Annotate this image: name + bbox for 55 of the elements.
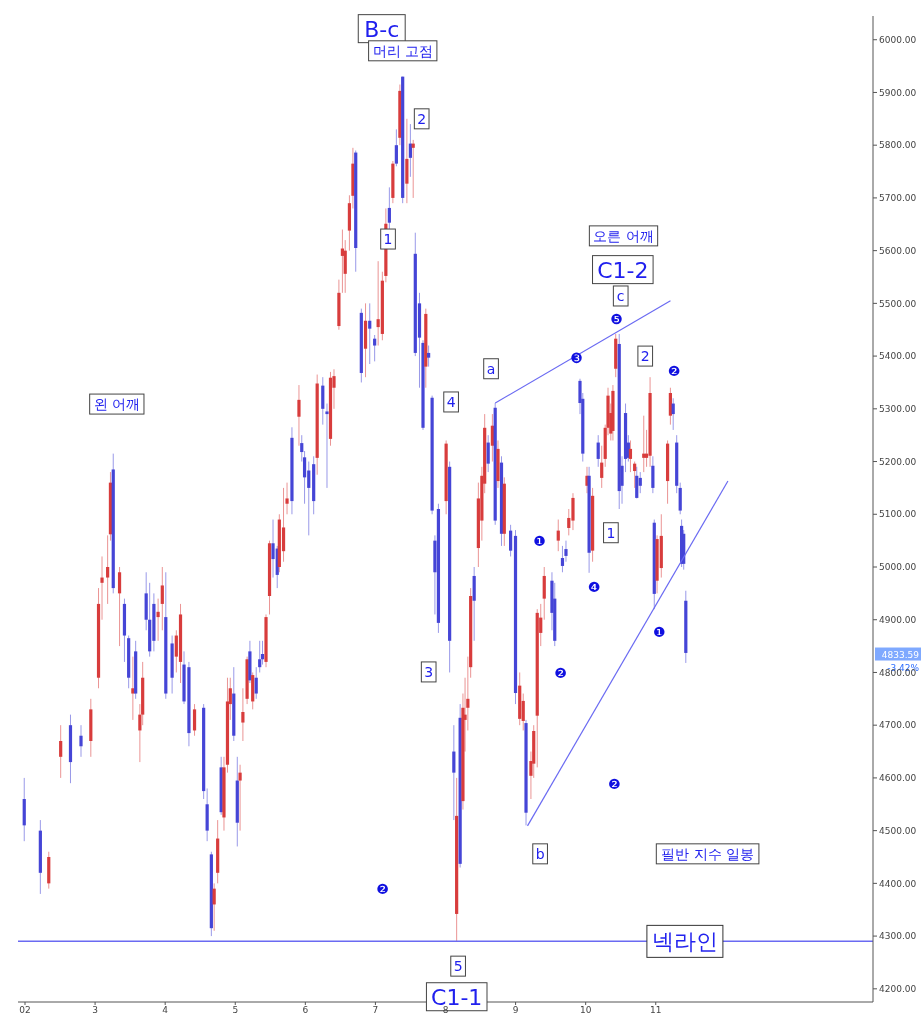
x-tick-label: 11 xyxy=(650,1005,662,1016)
annotation: B-c xyxy=(364,16,400,42)
annotation: 1 xyxy=(606,524,616,541)
y-tick-label: 4300.00 xyxy=(879,931,917,942)
annotation: ❷ xyxy=(554,664,567,681)
x-tick-label: 02 xyxy=(19,1005,31,1016)
text: 4833.59 xyxy=(881,649,920,660)
annotation: c xyxy=(616,288,625,305)
annotation: ❸ xyxy=(570,349,583,366)
annotation: ❶ xyxy=(533,532,546,549)
annotation: ❷ xyxy=(667,362,681,379)
annotation: 2 xyxy=(640,348,650,365)
annotation: a xyxy=(486,360,496,377)
annotation: b xyxy=(535,845,545,862)
x-tick-label: 5 xyxy=(232,1005,239,1016)
y-tick-label: 4200.00 xyxy=(879,984,917,995)
annotation: ❺ xyxy=(610,310,623,327)
y-tick-label: 5800.00 xyxy=(879,140,917,151)
annotation: ❶ xyxy=(652,623,666,640)
y-tick-label: 5500.00 xyxy=(879,298,917,309)
x-tick-label: 7 xyxy=(372,1005,379,1016)
y-tick-label: 5900.00 xyxy=(879,87,917,98)
ref-line-label: 넥라인 xyxy=(651,929,718,955)
y-tick-label: 5200.00 xyxy=(879,456,917,467)
annotation: 5 xyxy=(453,958,463,975)
annotation: C1-2 xyxy=(597,257,649,283)
annotation: 머리 고점 xyxy=(372,42,433,59)
annotation: 오른 어깨 xyxy=(593,227,654,244)
annotation: 3 xyxy=(424,663,434,680)
y-tick-label: 4700.00 xyxy=(879,720,917,731)
y-tick-label: 6000.00 xyxy=(879,34,917,45)
x-tick-label: 4 xyxy=(162,1005,169,1016)
y-tick-label: 4900.00 xyxy=(879,614,917,625)
y-tick-label: 5400.00 xyxy=(879,351,917,362)
annotation: ❷ xyxy=(376,881,389,898)
y-tick-label: 4500.00 xyxy=(879,825,917,836)
x-tick-label: 6 xyxy=(302,1005,309,1016)
annotation: ❷ xyxy=(608,775,621,792)
y-tick-label: 5300.00 xyxy=(879,404,917,415)
annotation: 4 xyxy=(446,394,456,410)
annotation: 2 xyxy=(417,110,427,127)
annotation: ❹ xyxy=(587,579,601,596)
x-tick-label: 8 xyxy=(442,1005,449,1016)
x-tick-label: 10 xyxy=(579,1005,592,1016)
annotation: 1 xyxy=(383,231,393,248)
y-tick-label: 4400.00 xyxy=(879,878,917,889)
y-tick-label: 5700.00 xyxy=(879,193,917,204)
annotation: 왼 어깨 xyxy=(93,396,141,413)
annotation: 필반 지수 일봉 xyxy=(661,845,755,862)
y-tick-label: 4600.00 xyxy=(879,773,917,784)
y-tick-label: 5000.00 xyxy=(879,562,917,573)
y-tick-label: 5600.00 xyxy=(879,245,917,256)
x-tick-label: 3 xyxy=(92,1005,98,1016)
x-tick-label: 9 xyxy=(512,1005,519,1016)
y-tick-label: 5100.00 xyxy=(879,509,917,520)
